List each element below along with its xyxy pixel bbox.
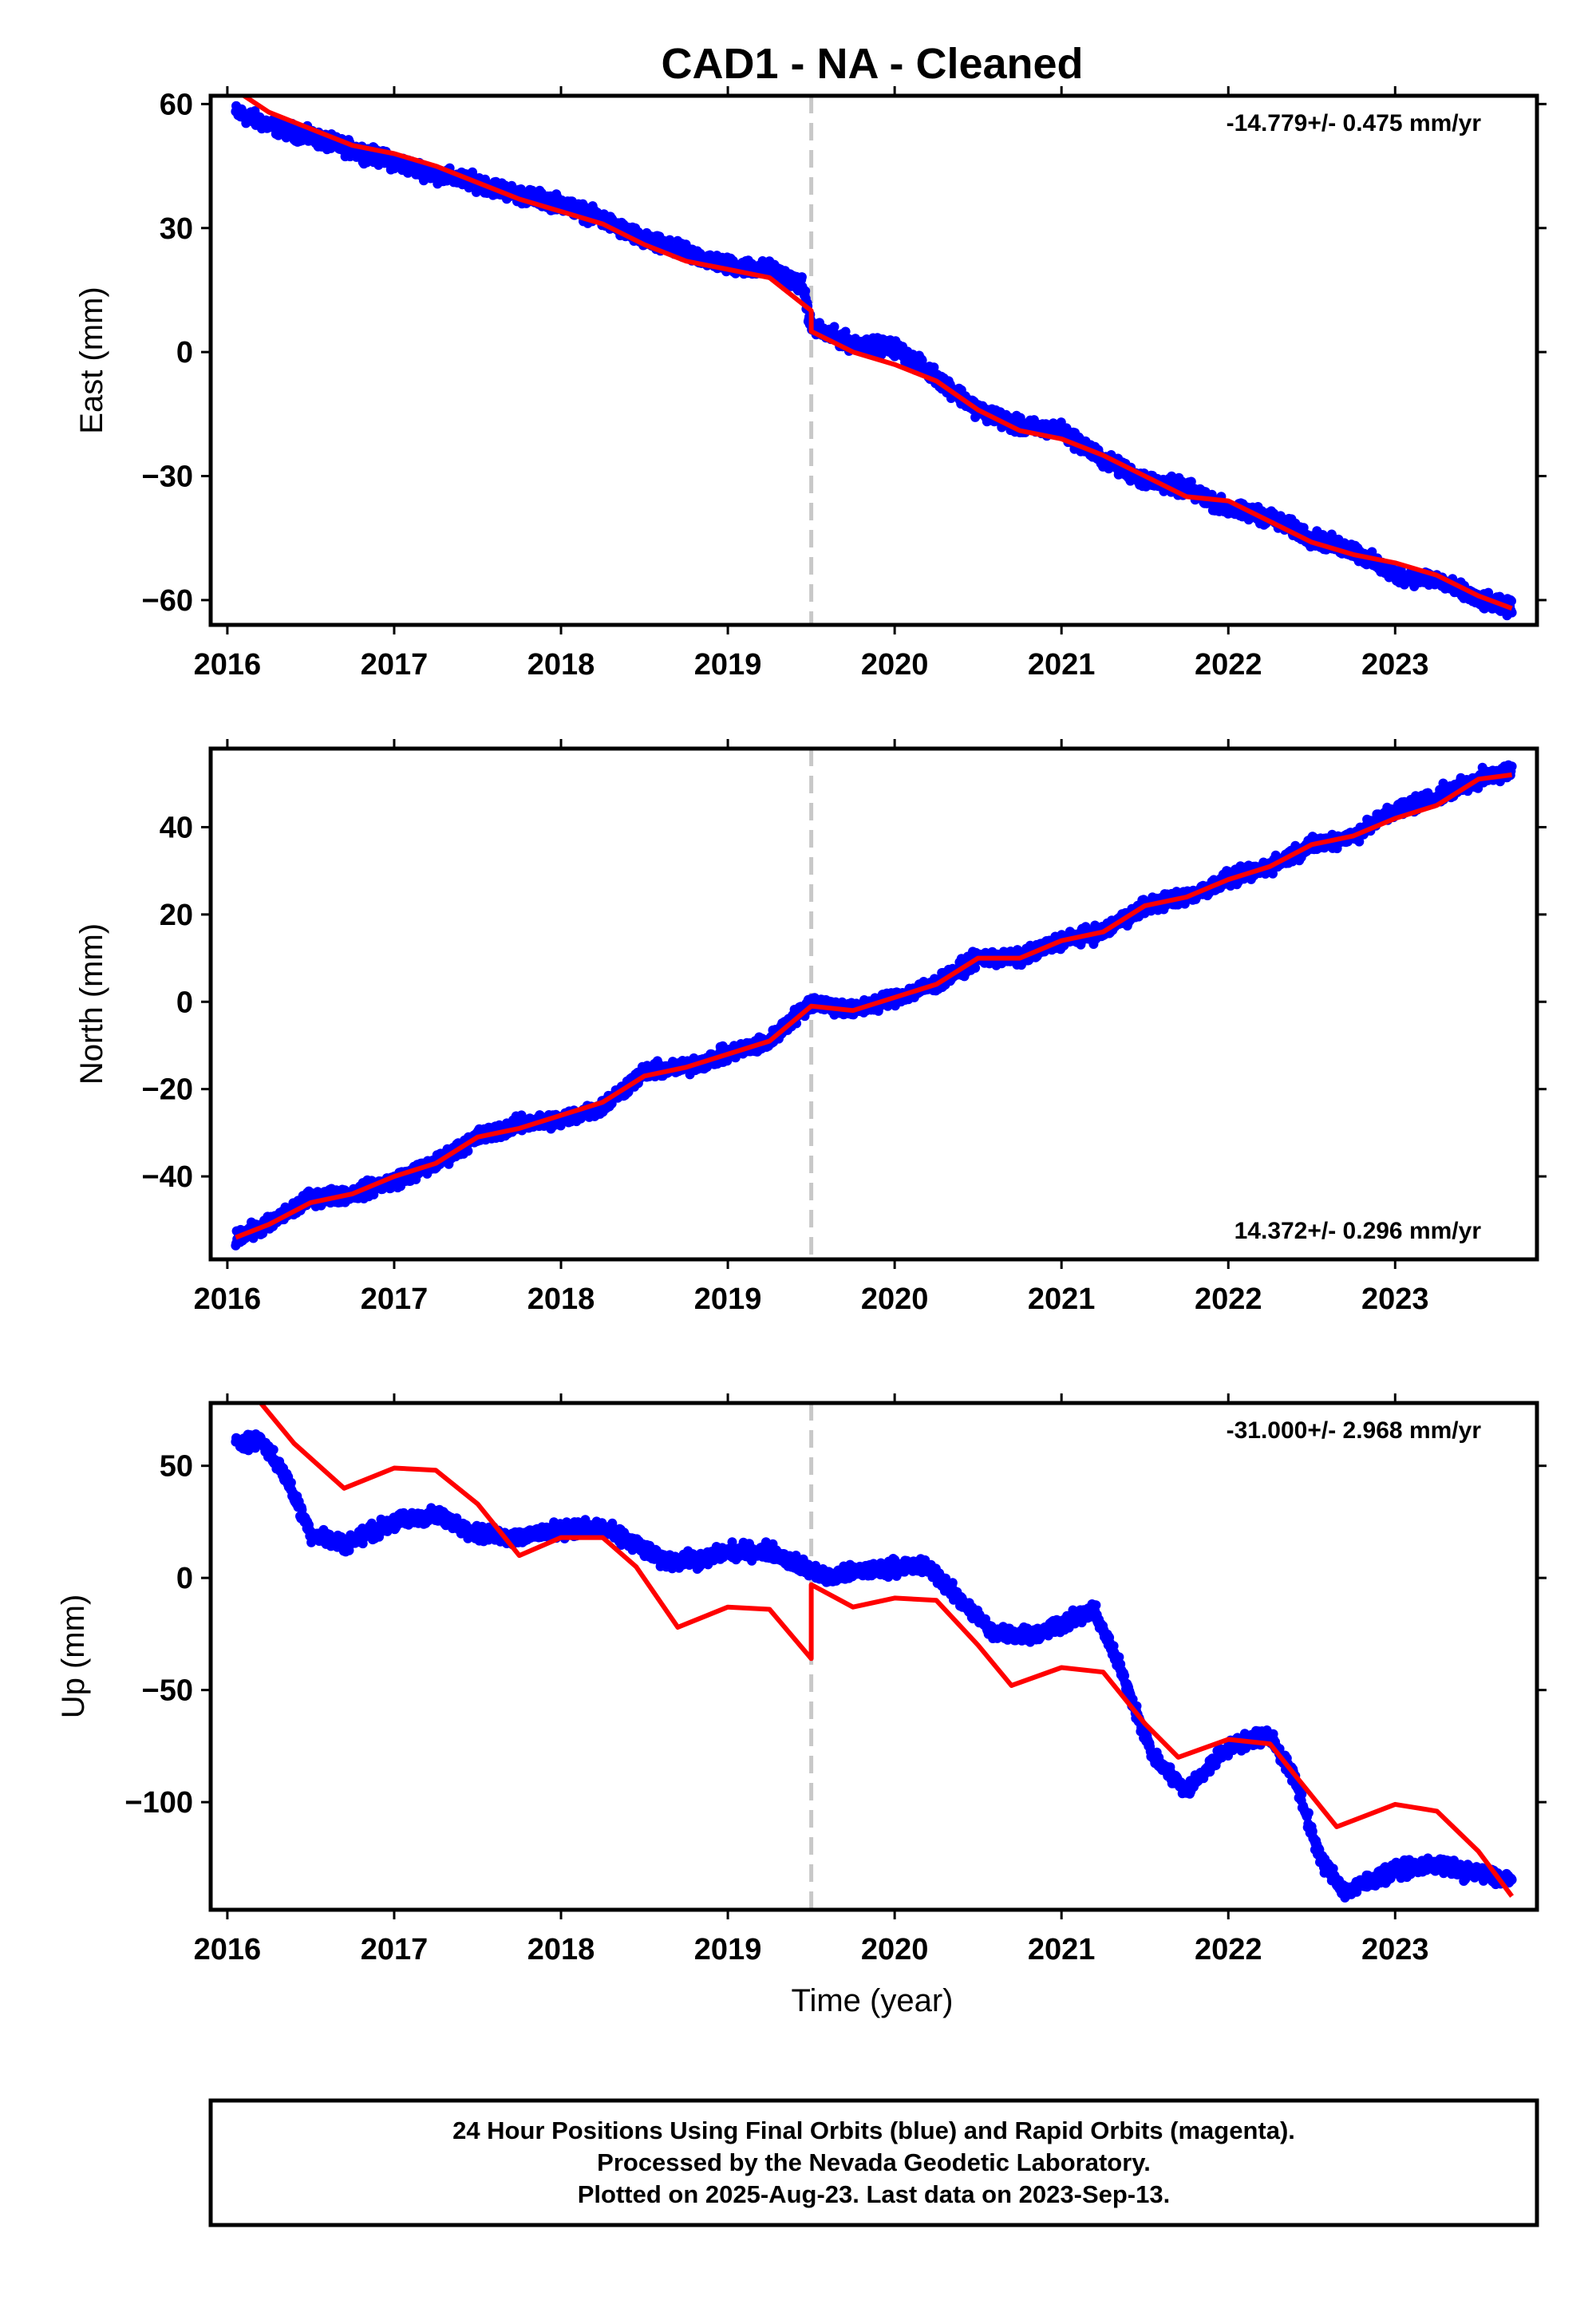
observed-points xyxy=(231,101,1517,621)
x-tick-label: 2019 xyxy=(694,648,762,682)
observation-point xyxy=(1367,547,1377,557)
observation-point xyxy=(800,286,811,296)
observation-point xyxy=(970,962,981,973)
observation-point xyxy=(796,272,807,283)
observation-point xyxy=(1507,596,1516,607)
y-axis-label: East (mm) xyxy=(74,287,109,433)
observation-point xyxy=(929,362,939,373)
x-tick-label: 2016 xyxy=(194,648,262,682)
x-tick-label: 2018 xyxy=(527,648,595,682)
y-tick-label: −60 xyxy=(142,584,193,618)
x-tick-label: 2021 xyxy=(1028,648,1096,682)
y-tick-label: −30 xyxy=(142,460,193,494)
x-tick-label: 2017 xyxy=(361,648,429,682)
observation-point xyxy=(1186,476,1196,487)
y-tick-label: 60 xyxy=(160,88,193,121)
observation-point xyxy=(1483,587,1494,598)
rate-annotation: -14.779+/- 0.475 mm/yr xyxy=(1227,110,1482,136)
observation-point xyxy=(1507,607,1517,618)
chart-title: CAD1 - NA - Cleaned xyxy=(661,40,1083,88)
observation-point xyxy=(463,1146,473,1156)
x-tick-label: 2023 xyxy=(1361,648,1429,682)
x-tick-label: 2020 xyxy=(861,648,929,682)
y-tick-label: 30 xyxy=(160,212,193,246)
observation-point xyxy=(829,322,839,332)
panel-frame xyxy=(208,93,1539,627)
y-tick-label: 0 xyxy=(176,336,193,370)
x-tick-label: 2022 xyxy=(1195,648,1262,682)
model-curve xyxy=(243,96,1513,611)
observation-point xyxy=(665,235,675,245)
